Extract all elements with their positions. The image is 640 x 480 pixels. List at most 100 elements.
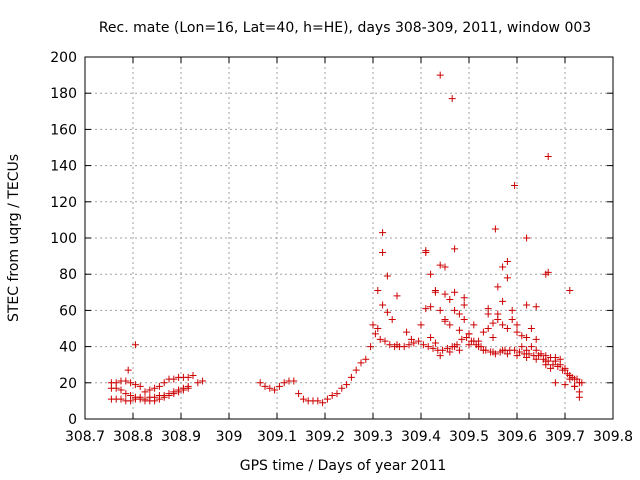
data-point <box>544 153 552 161</box>
data-point <box>436 261 444 269</box>
data-point <box>575 379 583 387</box>
data-point <box>446 348 454 356</box>
data-point <box>499 321 507 329</box>
data-point <box>561 366 569 374</box>
data-points <box>107 71 586 407</box>
data-point <box>455 326 463 334</box>
data-point <box>527 343 535 351</box>
data-point <box>575 393 583 401</box>
data-point <box>436 352 444 360</box>
data-point <box>427 270 435 278</box>
data-point <box>494 283 502 291</box>
data-point <box>489 348 497 356</box>
data-point <box>319 399 327 407</box>
data-point <box>451 343 459 351</box>
data-point <box>556 355 564 363</box>
data-point <box>518 332 526 340</box>
data-point <box>523 301 531 309</box>
data-point <box>422 305 430 313</box>
data-point <box>499 263 507 271</box>
data-point <box>388 315 396 323</box>
data-point <box>503 274 511 282</box>
data-point <box>112 384 120 392</box>
data-point <box>379 229 387 237</box>
y-tick-label: 200 <box>50 50 77 66</box>
data-point <box>333 390 341 398</box>
data-point <box>290 377 298 385</box>
data-point <box>508 315 516 323</box>
data-point <box>160 393 168 401</box>
data-point <box>124 366 132 374</box>
data-point <box>299 395 307 403</box>
data-point <box>117 395 125 403</box>
data-point <box>170 375 178 383</box>
data-point <box>376 335 384 343</box>
data-point <box>410 339 418 347</box>
chart-title: Rec. mate (Lon=16, Lat=40, h=HE), days 3… <box>99 20 591 36</box>
data-point <box>194 379 202 387</box>
data-point <box>551 379 559 387</box>
data-point <box>431 288 439 296</box>
x-tick-label: 309.4 <box>401 429 441 445</box>
x-axis-label: GPS time / Days of year 2011 <box>240 458 447 474</box>
data-point <box>460 301 468 309</box>
data-point <box>383 308 391 316</box>
data-point <box>448 95 456 103</box>
y-tick-label: 100 <box>50 231 77 247</box>
x-tick-label: 308.9 <box>161 429 201 445</box>
data-point <box>424 343 432 351</box>
data-point <box>547 364 555 372</box>
data-point <box>338 384 346 392</box>
x-tick-label: 309.7 <box>545 429 585 445</box>
x-tick-label: 309.1 <box>257 429 297 445</box>
data-point <box>189 372 197 380</box>
data-point <box>357 359 365 367</box>
data-point <box>374 286 382 294</box>
grid-lines <box>85 57 613 419</box>
data-point <box>455 310 463 318</box>
data-point <box>184 373 192 381</box>
data-point <box>170 390 178 398</box>
data-point <box>571 382 579 390</box>
x-tick-label: 308.7 <box>65 429 105 445</box>
data-point <box>499 346 507 354</box>
data-point <box>381 337 389 345</box>
data-point <box>429 344 437 352</box>
x-tick-label: 309.2 <box>305 429 345 445</box>
data-point <box>503 258 511 266</box>
data-point <box>383 272 391 280</box>
data-point <box>515 348 523 356</box>
data-point <box>532 303 540 311</box>
data-point <box>347 373 355 381</box>
data-point <box>489 334 497 342</box>
y-tick-label: 140 <box>50 159 77 175</box>
data-point <box>374 325 382 332</box>
data-point <box>503 325 511 332</box>
data-point <box>465 330 473 338</box>
data-point <box>328 391 336 399</box>
data-point <box>523 353 531 361</box>
data-point <box>199 377 207 385</box>
data-point <box>117 386 125 394</box>
data-point <box>479 328 487 336</box>
y-tick-label: 80 <box>59 267 77 283</box>
data-point <box>525 350 533 358</box>
data-point <box>527 325 535 332</box>
x-tick-label: 309.8 <box>593 429 633 445</box>
data-point <box>314 397 322 405</box>
data-point <box>136 395 144 403</box>
data-point <box>323 395 331 403</box>
data-point <box>494 315 502 323</box>
data-point <box>122 377 130 385</box>
data-point <box>470 337 478 345</box>
data-point <box>427 303 435 311</box>
data-point <box>489 319 497 327</box>
data-point <box>523 346 531 354</box>
data-point <box>499 297 507 305</box>
data-point <box>352 366 360 374</box>
data-point <box>417 321 425 329</box>
data-point <box>151 384 159 392</box>
y-axis-label: STEC from uqrg / TECUs <box>6 154 22 322</box>
data-point <box>386 341 394 349</box>
x-axis-ticks: 308.7 308.8 308.9 309 309.1 309.2 309.3 309.4 30… <box>65 57 633 445</box>
